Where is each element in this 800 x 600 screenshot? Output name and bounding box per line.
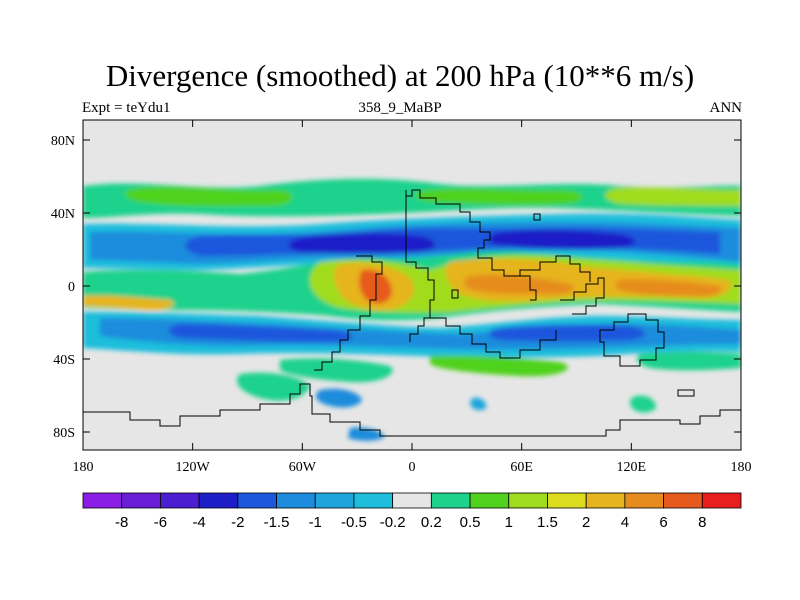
colorbar-swatch — [663, 492, 703, 509]
time-label: 358_9_MaBP — [358, 100, 442, 116]
lon-tick-label: 60E — [510, 460, 533, 475]
colorbar-label: -0.2 — [380, 514, 406, 531]
colorbar-swatch — [624, 492, 664, 509]
longitude-axis: 180 120W 60W 0 60E 120E 180 — [73, 120, 752, 475]
contour-north-strong-positive — [605, 187, 741, 206]
colorbar-label: 4 — [621, 514, 629, 531]
coastline-small-island — [533, 213, 541, 221]
colorbar-label: -8 — [115, 514, 128, 531]
colorbar-label: -6 — [154, 514, 167, 531]
lat-tick-label: 40N — [51, 207, 75, 222]
lon-tick-label: 120W — [176, 460, 211, 475]
contour-north-positive-band — [83, 178, 741, 218]
coastline-antarctica — [83, 383, 741, 437]
contour-equatorial-positive-peak — [615, 279, 722, 297]
colorbar-label: -4 — [192, 514, 205, 531]
coastline-small-island — [451, 289, 459, 299]
lon-tick-label: 180 — [73, 460, 94, 475]
contour-south-positive — [430, 355, 568, 377]
lat-tick-label: 80S — [53, 426, 75, 441]
colorbar-label: 0.2 — [421, 514, 442, 531]
contour-north-strong-positive — [125, 186, 293, 207]
lat-tick-label: 80N — [51, 134, 75, 149]
lat-tick-label: 40S — [53, 353, 75, 368]
contour-south-negative-patch — [470, 397, 487, 411]
contour-north-peak-negative — [488, 229, 635, 250]
map-title: Divergence (smoothed) at 200 hPa (10**6 … — [105, 58, 695, 93]
colorbar-swatch — [585, 492, 626, 509]
colorbar-swatch — [547, 492, 587, 509]
contour-south-negative-patch — [348, 427, 385, 441]
colorbar-label: -1 — [309, 514, 322, 531]
contour-equatorial-positive-peak — [83, 295, 174, 310]
colorbar-label: 1 — [505, 514, 513, 531]
contour-north-strong-positive — [415, 188, 583, 205]
coastline-south-america — [314, 255, 383, 371]
coastline-asia-islands — [560, 277, 605, 315]
colorbar-swatch — [314, 492, 355, 509]
colorbar-swatch — [508, 492, 548, 509]
contour-equatorial-positive-peak — [464, 274, 574, 295]
contour-south-negative-patch — [315, 388, 362, 408]
colorbar-label: -2 — [231, 514, 244, 531]
colorbar-swatch — [701, 492, 742, 509]
contour-south-strong-negative — [488, 324, 645, 342]
coastline-small-island — [677, 389, 695, 397]
colorbar-label: -1.5 — [264, 514, 290, 531]
colorbar-swatch — [237, 492, 277, 509]
contour-south-positive-patch — [629, 395, 656, 413]
colorbar-label: -0.5 — [341, 514, 367, 531]
colorbar: -8 -6 -4 -2 -1.5 -1 -0.5 -0.2 0.2 0.5 1 1.5 2 4 6 8 — [82, 492, 742, 531]
contour-fields — [83, 178, 741, 441]
lon-tick-label: 0 — [409, 460, 416, 475]
coastline-southern-africa — [430, 317, 557, 359]
colorbar-swatch — [160, 492, 200, 509]
colorbar-swatch — [121, 492, 161, 509]
colorbar-swatch — [430, 492, 471, 509]
season-label: ANN — [709, 100, 743, 116]
colorbar-swatch — [469, 492, 510, 509]
lon-tick-label: 60W — [289, 460, 317, 475]
contour-south-positive — [636, 351, 741, 371]
colorbar-label: 0.5 — [460, 514, 481, 531]
colorbar-swatch — [353, 492, 394, 509]
lat-tick-label: 0 — [68, 280, 75, 295]
colorbar-label: 2 — [582, 514, 590, 531]
colorbar-swatch — [392, 492, 432, 509]
contour-south-strong-negative — [168, 324, 353, 342]
contour-north-peak-negative — [288, 233, 435, 254]
colorbar-swatch — [82, 492, 123, 509]
colorbar-label: 1.5 — [537, 514, 558, 531]
coastline-africa-west — [405, 196, 435, 342]
coastline-india — [520, 275, 537, 301]
coastline-europe-africa — [405, 189, 591, 282]
lon-tick-label: 120E — [617, 460, 647, 475]
colorbar-swatch — [198, 492, 239, 509]
colorbar-label: 6 — [659, 514, 667, 531]
coastlines — [83, 189, 741, 437]
lon-tick-label: 180 — [731, 460, 752, 475]
coastline-australia — [599, 313, 665, 367]
contour-south-positive — [280, 358, 393, 383]
colorbar-label: 8 — [698, 514, 706, 531]
latitude-axis: 80N 40N 0 40S 80S — [51, 134, 741, 441]
experiment-label: Expt = teYdu1 — [82, 100, 171, 116]
colorbar-swatch — [276, 492, 316, 509]
